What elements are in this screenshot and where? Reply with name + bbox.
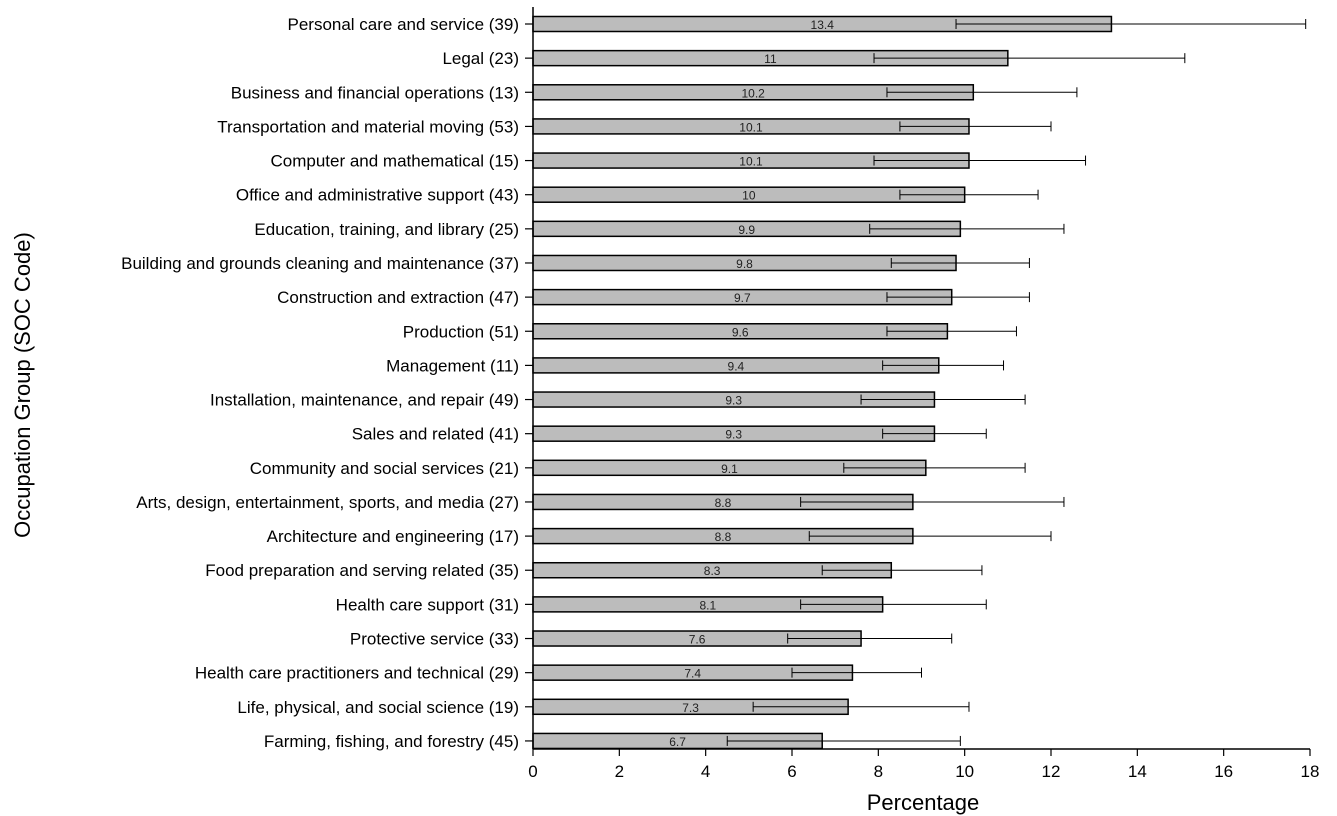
x-axis-title: Percentage bbox=[867, 790, 980, 815]
bar-row: Community and social services (21) 9.1 bbox=[250, 459, 1026, 478]
value-label: 7.3 bbox=[682, 701, 699, 715]
x-tick-label: 10 bbox=[955, 762, 974, 781]
x-tick-label: 16 bbox=[1214, 762, 1233, 781]
category-label: Business and financial operations (13) bbox=[231, 83, 519, 102]
category-label: Management (11) bbox=[386, 356, 519, 375]
value-label: 9.6 bbox=[732, 325, 749, 339]
value-label: 8.3 bbox=[704, 564, 721, 578]
bar-row: Food preparation and serving related (35… bbox=[205, 561, 983, 580]
x-tick-label: 6 bbox=[787, 762, 796, 781]
value-label: 13.4 bbox=[811, 18, 835, 32]
value-label: 9.7 bbox=[734, 291, 751, 305]
value-label: 8.1 bbox=[699, 598, 716, 612]
value-label: 9.3 bbox=[725, 428, 742, 442]
category-label: Office and administrative support (43) bbox=[236, 186, 519, 205]
value-label: 8.8 bbox=[715, 530, 732, 544]
value-label: 9.9 bbox=[738, 223, 755, 237]
category-label: Education, training, and library (25) bbox=[254, 220, 519, 239]
value-label: 10.1 bbox=[739, 120, 763, 134]
bar-row: Architecture and engineering (17) 8.8 bbox=[267, 527, 1052, 546]
bar-row: Computer and mathematical (15) 10.1 bbox=[270, 152, 1087, 171]
bar-row: Installation, maintenance, and repair (4… bbox=[210, 391, 1026, 410]
bar-row: Transportation and material moving (53) 1… bbox=[217, 117, 1052, 136]
category-label: Legal (23) bbox=[442, 49, 519, 68]
category-label: Community and social services (21) bbox=[250, 459, 519, 478]
category-label: Architecture and engineering (17) bbox=[267, 527, 519, 546]
bar-row: Protective service (33) 7.6 bbox=[350, 630, 953, 649]
category-label: Health care practitioners and technical … bbox=[195, 664, 519, 683]
bar-row: Health care support (31) 8.1 bbox=[336, 595, 987, 614]
value-label: 9.4 bbox=[728, 359, 745, 373]
category-label: Farming, fishing, and forestry (45) bbox=[264, 732, 519, 751]
bar-row: Legal (23) 11 bbox=[442, 49, 1186, 68]
category-label: Transportation and material moving (53) bbox=[217, 117, 519, 136]
category-label: Building and grounds cleaning and mainte… bbox=[121, 254, 519, 273]
category-label: Production (51) bbox=[403, 322, 519, 341]
value-label: 9.8 bbox=[736, 257, 753, 271]
bar-row: Farming, fishing, and forestry (45) 6.7 bbox=[264, 732, 961, 751]
bar-row: Personal care and service (39) 13.4 bbox=[287, 15, 1307, 34]
value-label: 7.6 bbox=[689, 633, 706, 647]
bar-row: Education, training, and library (25) 9.9 bbox=[254, 220, 1065, 239]
x-tick-label: 18 bbox=[1301, 762, 1320, 781]
bars-layer: Personal care and service (39) 13.4 Legal … bbox=[121, 15, 1307, 751]
category-label: Protective service (33) bbox=[350, 630, 519, 649]
bar-row: Business and financial operations (13) 10… bbox=[231, 83, 1078, 102]
bar-row: Production (51) 9.6 bbox=[403, 322, 1017, 341]
value-label: 7.4 bbox=[684, 667, 701, 681]
value-label: 10.2 bbox=[741, 86, 765, 100]
x-tick-label: 12 bbox=[1042, 762, 1061, 781]
x-tick-label: 14 bbox=[1128, 762, 1147, 781]
value-label: 8.8 bbox=[715, 496, 732, 510]
x-tick-label: 4 bbox=[701, 762, 710, 781]
value-label: 10.1 bbox=[739, 155, 763, 169]
category-label: Food preparation and serving related (35… bbox=[205, 561, 519, 580]
category-label: Computer and mathematical (15) bbox=[270, 152, 519, 171]
category-label: Installation, maintenance, and repair (4… bbox=[210, 391, 519, 410]
bar-row: Sales and related (41) 9.3 bbox=[352, 425, 987, 444]
y-axis-title: Occupation Group (SOC Code) bbox=[10, 232, 35, 538]
category-label: Life, physical, and social science (19) bbox=[237, 698, 519, 717]
category-label: Personal care and service (39) bbox=[287, 15, 519, 34]
bar-row: Life, physical, and social science (19) 7… bbox=[237, 698, 970, 717]
value-label: 6.7 bbox=[669, 735, 686, 749]
value-label: 9.1 bbox=[721, 462, 738, 476]
bar-row: Building and grounds cleaning and mainte… bbox=[121, 254, 1030, 273]
bar-row: Arts, design, entertainment, sports, and… bbox=[136, 493, 1065, 512]
category-label: Sales and related (41) bbox=[352, 425, 519, 444]
category-label: Arts, design, entertainment, sports, and… bbox=[136, 493, 519, 512]
category-label: Health care support (31) bbox=[336, 595, 519, 614]
x-tick-label: 8 bbox=[874, 762, 883, 781]
x-tick-label: 2 bbox=[615, 762, 624, 781]
value-label: 9.3 bbox=[725, 394, 742, 408]
value-label: 10 bbox=[742, 189, 756, 203]
bar-row: Office and administrative support (43) 10 bbox=[236, 186, 1039, 205]
category-label: Construction and extraction (47) bbox=[277, 288, 519, 307]
x-axis: 0 2 4 6 8 10 12 14 16 18 bbox=[528, 7, 1319, 781]
bar-row: Construction and extraction (47) 9.7 bbox=[277, 288, 1030, 307]
x-tick-label: 0 bbox=[528, 762, 537, 781]
bar-row: Management (11) 9.4 bbox=[386, 356, 1005, 375]
bar-row: Health care practitioners and technical … bbox=[195, 664, 922, 683]
value-label: 11 bbox=[764, 52, 777, 66]
